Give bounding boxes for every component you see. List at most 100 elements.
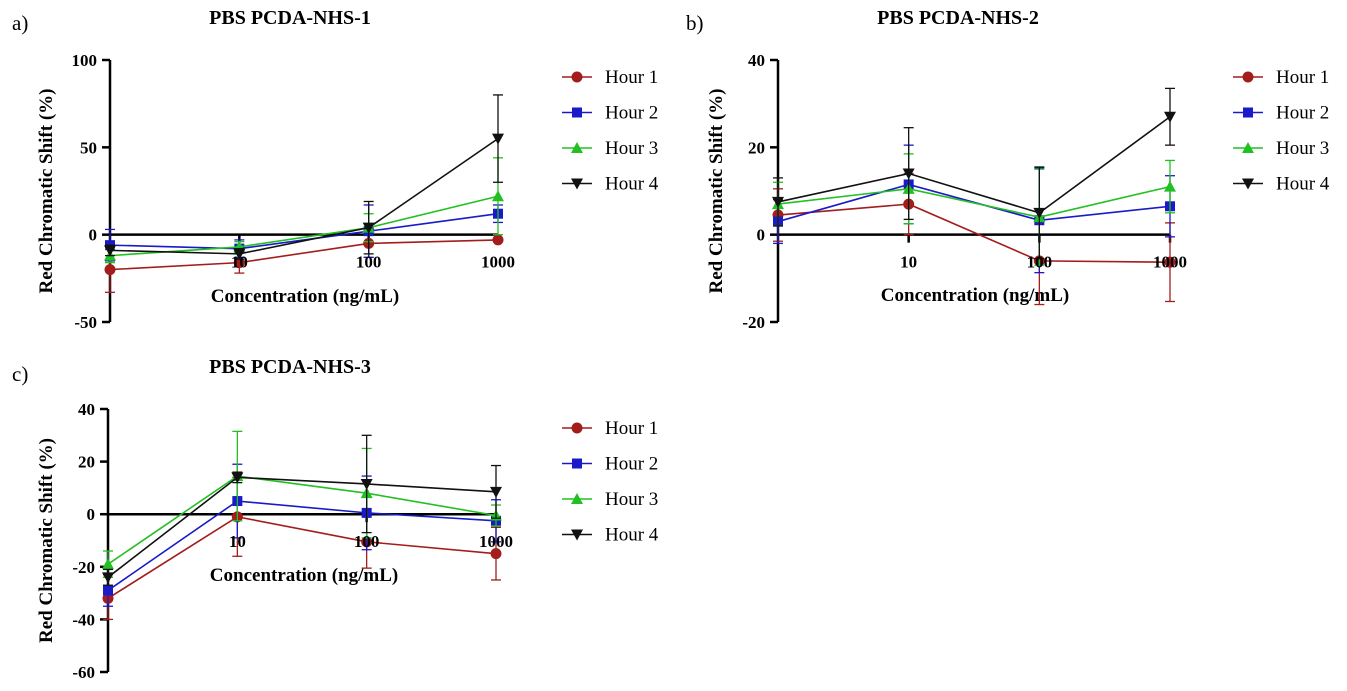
legend-item: Hour 2 xyxy=(562,454,658,475)
legend-marker xyxy=(571,178,583,190)
series-hour-1 xyxy=(102,476,502,621)
y-tick-label: -40 xyxy=(72,610,95,629)
x-tick-label: 1000 xyxy=(1153,253,1187,272)
x-axis-label: Concentration (ng/mL) xyxy=(211,286,399,307)
legend: Hour 1 Hour 2 Hour 3 Hour 4 xyxy=(562,67,659,195)
data-point xyxy=(362,222,375,234)
data-point xyxy=(360,478,373,490)
y-tick-label: 0 xyxy=(89,226,98,245)
legend-item: Hour 4 xyxy=(562,525,659,546)
chart-panel-1: a) PBS PCDA-NHS-1 100 50 0 -50 Concentration (… xyxy=(12,7,659,332)
data-point xyxy=(103,585,113,596)
data-point xyxy=(231,472,244,484)
data-point xyxy=(233,248,246,260)
legend-item: Hour 3 xyxy=(562,489,658,510)
legend-item: Hour 2 xyxy=(562,103,658,124)
y-axis-label: Red Chromatic Shift (%) xyxy=(706,89,727,294)
data-point xyxy=(104,245,116,257)
series-line xyxy=(107,475,497,565)
series-hour-2 xyxy=(773,144,1175,274)
legend-item: Hour 3 xyxy=(562,138,658,159)
legend-item: Hour 4 xyxy=(562,174,659,195)
data-point xyxy=(104,264,116,276)
series-hour-3 xyxy=(772,153,1176,266)
data-point xyxy=(1164,256,1176,268)
series-line xyxy=(107,476,497,578)
y-tick-label: 100 xyxy=(72,51,98,70)
x-axis-label: Concentration (ng/mL) xyxy=(210,565,398,586)
series-line xyxy=(107,500,497,592)
chart-title: PBS PCDA-NHS-1 xyxy=(209,7,371,29)
legend-marker xyxy=(1243,107,1253,118)
x-tick-label: 100 xyxy=(356,253,382,272)
legend-item: Hour 3 xyxy=(1233,138,1329,159)
legend-marker xyxy=(1242,71,1254,83)
y-tick-label: 20 xyxy=(748,138,765,157)
y-tick-label: -60 xyxy=(72,663,95,682)
y-tick-label: 40 xyxy=(748,51,765,70)
y-tick-label: 0 xyxy=(757,226,766,245)
x-tick-label: 1000 xyxy=(479,532,513,551)
series-line xyxy=(109,195,499,257)
y-tick-label: -20 xyxy=(742,313,765,332)
x-tick-label: 100 xyxy=(1027,253,1053,272)
series-line xyxy=(777,185,1171,219)
y-axis-label: Red Chromatic Shift (%) xyxy=(36,438,57,643)
data-point xyxy=(772,196,784,208)
y-tick-label: 20 xyxy=(78,453,95,472)
legend-marker xyxy=(572,107,582,118)
series-hour-3 xyxy=(102,430,502,578)
legend-marker xyxy=(1242,178,1254,190)
data-point xyxy=(1164,111,1176,123)
data-point xyxy=(1033,207,1046,219)
series-hour-4 xyxy=(102,434,502,586)
series-line xyxy=(109,239,499,271)
data-point xyxy=(490,548,502,560)
legend-label: Hour 3 xyxy=(1276,138,1329,159)
legend: Hour 1 Hour 2 Hour 3 Hour 4 xyxy=(562,418,659,546)
y-tick-label: -20 xyxy=(72,558,95,577)
legend-item: Hour 1 xyxy=(562,67,658,88)
y-tick-label: 0 xyxy=(87,505,96,524)
x-tick-label: 10 xyxy=(229,532,246,551)
series-hour-4 xyxy=(772,87,1176,260)
data-point xyxy=(233,257,245,269)
legend-marker xyxy=(571,493,583,504)
legend-label: Hour 2 xyxy=(605,454,658,475)
data-point xyxy=(902,168,915,180)
y-axis-label: Red Chromatic Shift (%) xyxy=(36,89,57,294)
x-tick-label: 100 xyxy=(354,532,380,551)
legend-item: Hour 2 xyxy=(1233,103,1329,124)
data-point xyxy=(492,190,504,202)
x-tick-label: 1000 xyxy=(481,253,515,272)
legend-label: Hour 4 xyxy=(605,174,659,195)
legend: Hour 1 Hour 2 Hour 3 Hour 4 xyxy=(1233,67,1330,195)
series-hour-1 xyxy=(104,228,504,293)
legend-item: Hour 1 xyxy=(562,418,658,439)
y-tick-label: -50 xyxy=(74,313,97,332)
series-line xyxy=(777,116,1171,214)
y-tick-label: 40 xyxy=(78,400,95,419)
data-point xyxy=(492,234,504,246)
legend-label: Hour 3 xyxy=(605,138,658,159)
panel-label: c) xyxy=(12,362,28,386)
legend-marker xyxy=(571,422,583,434)
legend-item: Hour 1 xyxy=(1233,67,1329,88)
chart-panel-3: c) PBS PCDA-NHS-3 40 20 0 -20 -40 -60 Concentrat… xyxy=(12,356,659,682)
legend-item: Hour 4 xyxy=(1233,174,1330,195)
legend-label: Hour 3 xyxy=(605,489,658,510)
data-point xyxy=(490,486,502,498)
panel-label: a) xyxy=(12,11,28,35)
legend-marker xyxy=(571,529,583,541)
legend-label: Hour 4 xyxy=(1276,174,1330,195)
legend-label: Hour 2 xyxy=(605,103,658,124)
y-tick-label: 50 xyxy=(80,138,97,157)
legend-marker xyxy=(1242,142,1254,153)
series-line xyxy=(109,212,499,250)
series-hour-4 xyxy=(104,94,504,260)
legend-label: Hour 1 xyxy=(1276,67,1329,88)
x-axis-label: Concentration (ng/mL) xyxy=(881,285,1069,306)
legend-label: Hour 1 xyxy=(605,67,658,88)
x-tick-label: 10 xyxy=(231,253,248,272)
